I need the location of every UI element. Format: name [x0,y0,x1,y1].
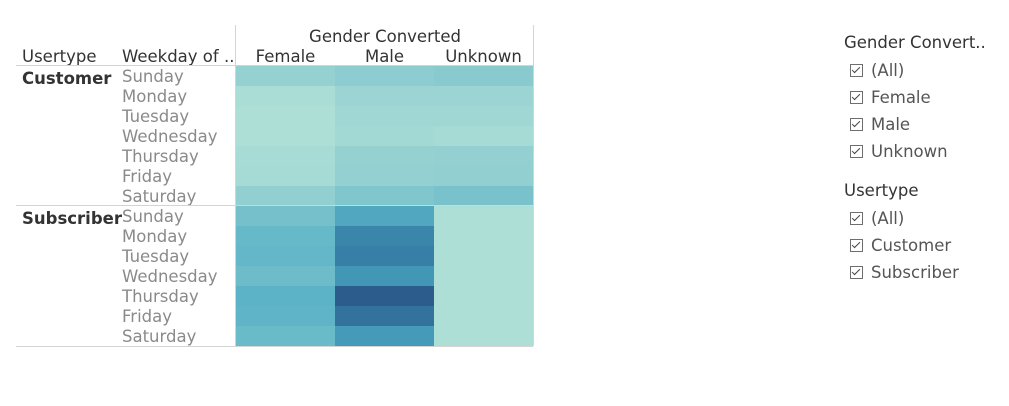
filter-gender: Gender Convert.. (All) Female Male Unkno… [844,33,1009,165]
group-label-customer: Customer [22,69,112,88]
filter-usertype-all[interactable]: (All) [844,205,1009,232]
column-label-female: Female [256,47,316,66]
heatmap-cell [236,306,335,326]
group-label-subscriber: Subscriber [22,209,123,228]
filter-item-label: Female [871,88,931,107]
heatmap-cell [335,326,434,346]
column-label-unknown: Unknown [445,47,522,66]
row-label-wednesday: Wednesday [122,127,218,146]
row-label-thursday: Thursday [121,147,199,166]
heatmap-cell [335,226,434,246]
filter-item-label: Male [871,115,911,134]
heatmap-cell [434,306,533,326]
heatmap-cell [335,146,434,166]
heatmap-cell [236,166,335,186]
heatmap-cell [434,86,533,106]
heatmap-cell [236,226,335,246]
heatmap-cell [434,246,533,266]
checkbox-checked-icon[interactable] [850,266,863,279]
filter-item-label: (All) [871,209,905,228]
heatmap-cell [335,106,434,126]
heatmap-cell [434,286,533,306]
row-label-saturday: Saturday [122,187,197,206]
heatmap-cell [434,326,533,346]
checkbox-checked-icon[interactable] [850,145,863,158]
row-label-tuesday: Tuesday [121,247,189,266]
heatmap-cell [434,226,533,246]
checkbox-checked-icon[interactable] [850,239,863,252]
filter-item-label: Customer [871,236,952,255]
heatmap-cell [434,126,533,146]
checkbox-checked-icon[interactable] [850,64,863,77]
filter-gender-female[interactable]: Female [844,84,1009,111]
filter-gender-male[interactable]: Male [844,111,1009,138]
row-label-sunday: Sunday [122,207,184,226]
filter-item-label: (All) [871,61,905,80]
row-header-usertype: Usertype [22,47,96,66]
heatmap-cell [236,246,335,266]
heatmap-cell [434,186,533,206]
heatmap-cell [335,286,434,306]
column-header-title: Gender Converted [309,27,461,46]
filter-usertype-title: Usertype [844,181,919,200]
filter-usertype: Usertype (All) Customer Subscriber [844,181,1009,286]
row-label-friday: Friday [122,167,172,186]
heatmap-cell [236,106,335,126]
heatmap-cell [434,146,533,166]
checkbox-checked-icon[interactable] [850,212,863,225]
heatmap-cell [236,146,335,166]
heatmap-cell [335,206,434,226]
heatmap-cell [434,266,533,286]
heatmap-cell [335,306,434,326]
row-label-friday: Friday [122,307,172,326]
heatmap-cell [335,86,434,106]
heatmap-chart: Gender Converted Usertype Weekday of .. Fem… [16,25,534,347]
heatmap-cell [236,206,335,226]
row-header-weekday: Weekday of .. [122,47,234,66]
column-label-male: Male [365,47,404,66]
filter-gender-title: Gender Convert.. [844,33,986,52]
row-label-tuesday: Tuesday [121,107,189,126]
heatmap-cell [335,126,434,146]
heatmap-cell [236,286,335,306]
row-label-sunday: Sunday [122,67,184,86]
row-label-monday: Monday [122,227,187,246]
heatmap-cell [434,106,533,126]
heatmap-cell [335,166,434,186]
heatmap-cell [236,126,335,146]
heatmap-cell [434,66,533,86]
heatmap-cell [236,186,335,206]
filter-usertype-customer[interactable]: Customer [844,232,1009,259]
heatmap-cell [335,246,434,266]
heatmap-cell [236,266,335,286]
heatmap-cell [335,66,434,86]
heatmap-cell [236,66,335,86]
row-label-saturday: Saturday [122,327,197,346]
checkbox-checked-icon[interactable] [850,118,863,131]
heatmap-cell [434,206,533,226]
row-label-thursday: Thursday [121,287,199,306]
heatmap-cell [434,166,533,186]
checkbox-checked-icon[interactable] [850,91,863,104]
filter-gender-unknown[interactable]: Unknown [844,138,1009,165]
filter-gender-all[interactable]: (All) [844,57,1009,84]
heatmap-cell [236,86,335,106]
row-label-monday: Monday [122,87,187,106]
heatmap-cell [335,266,434,286]
filter-item-label: Unknown [871,142,948,161]
heatmap-cell [236,326,335,346]
heatmap-cell [335,186,434,206]
filter-usertype-subscriber[interactable]: Subscriber [844,259,1009,286]
row-label-wednesday: Wednesday [122,267,218,286]
filter-item-label: Subscriber [871,263,959,282]
